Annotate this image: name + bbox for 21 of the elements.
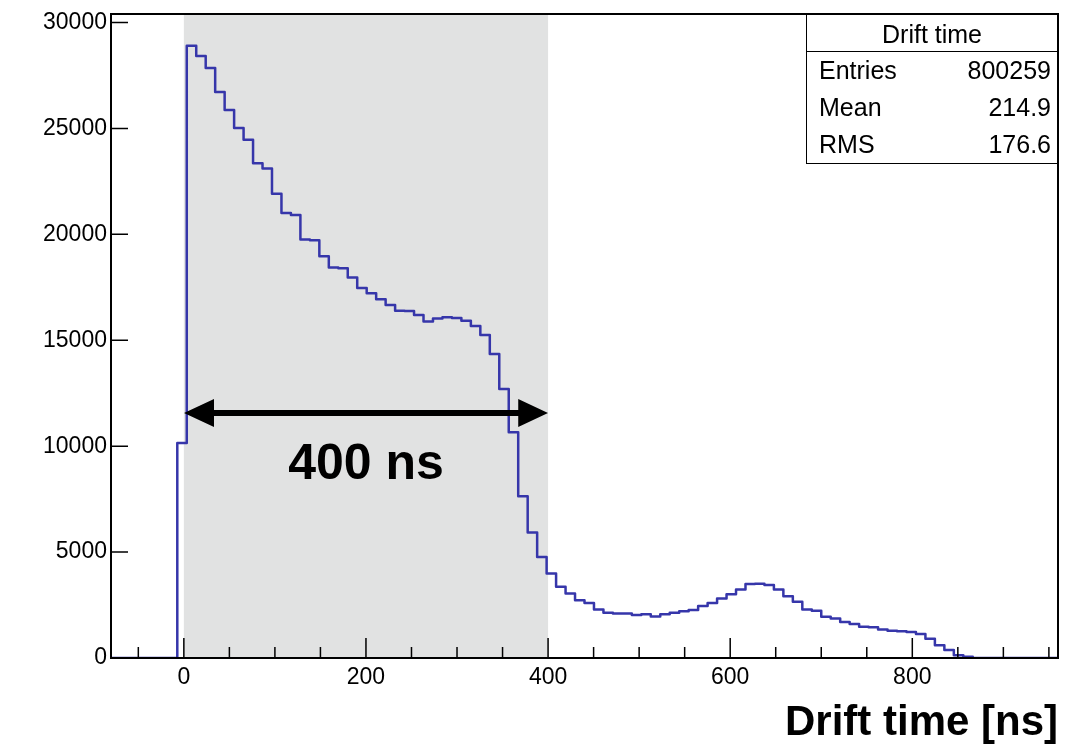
y-tick-label: 25000 [43, 113, 107, 140]
x-tick-label: 600 [711, 663, 750, 690]
y-tick-label: 10000 [43, 431, 107, 458]
y-tick-label: 5000 [55, 537, 107, 564]
x-tick-label: 400 [528, 663, 568, 690]
band-label: 400 ns [288, 433, 444, 490]
annotation: 800259 [967, 55, 1051, 86]
x-tick-label: 200 [346, 663, 386, 690]
x-axis-title: Drift time [ns] [785, 697, 1058, 745]
x-tick-label: 800 [893, 663, 932, 690]
y-tick-label: 20000 [43, 219, 107, 246]
y-tick-label: 15000 [43, 325, 107, 352]
annotation: Mean [819, 92, 882, 123]
annotation: 214.9 [988, 92, 1051, 123]
annotation: RMS [819, 129, 875, 160]
annotation: Entries [819, 55, 897, 86]
x-tick-label: 0 [177, 663, 191, 690]
y-tick-label: 0 [94, 643, 107, 670]
annotation: Drift time [807, 15, 1057, 52]
annotation: 176.6 [988, 129, 1051, 160]
y-tick-label: 30000 [43, 7, 107, 34]
